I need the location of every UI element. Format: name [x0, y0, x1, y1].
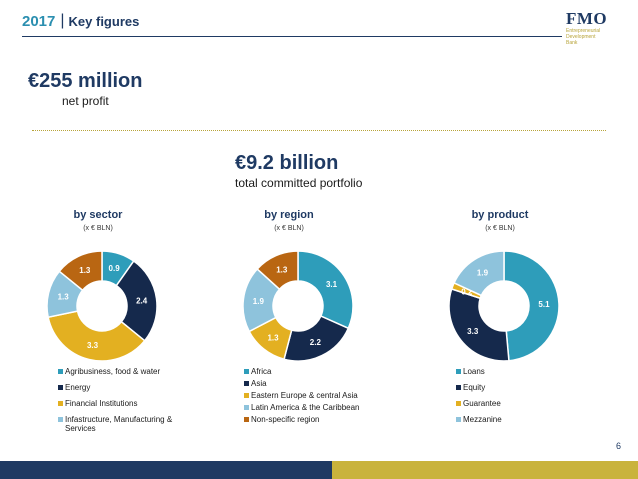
legend-item: Equity — [456, 383, 576, 392]
region-legend: Africa Asia Eastern Europe & central Asia L… — [244, 367, 394, 424]
donut-slice-3 — [47, 310, 146, 362]
legend-label: Eastern Europe & central Asia — [251, 391, 358, 400]
donut-slice-1 — [297, 250, 354, 330]
slice-value-label: 1.9 — [253, 297, 265, 306]
legend-item: Non-specific region — [244, 415, 394, 424]
legend-swatch — [58, 417, 63, 422]
legend-label: Financial Institutions — [65, 399, 138, 408]
legend-item: Africa — [244, 367, 394, 376]
region-chart-title: by region — [264, 209, 314, 221]
donut-slice-5 — [58, 250, 103, 292]
header-separator: | — [60, 12, 65, 29]
legend-label: Loans — [463, 367, 485, 376]
legend-item: Infastructure, Manufacturing & Services — [58, 415, 188, 433]
legend-swatch — [456, 369, 461, 374]
legend-label: Non-specific region — [251, 415, 320, 424]
fmo-logo: FMO Entrepreneurial Development Bank — [566, 10, 632, 66]
footer-bar-navy — [0, 461, 332, 479]
logo-wordmark: FMO — [566, 9, 608, 28]
legend-item: Eastern Europe & central Asia — [244, 391, 394, 400]
region-chart-unit: (x € BLN) — [274, 225, 304, 232]
legend-swatch — [456, 417, 461, 422]
legend-swatch — [244, 381, 249, 386]
sector-chart-unit: (x € BLN) — [83, 225, 113, 232]
slice-value-label: 5.1 — [538, 300, 550, 309]
sector-donut-chart: 0.9 2.4 3.3 1.3 1.3 — [46, 250, 158, 362]
page-number: 6 — [616, 441, 622, 451]
sector-legend: Agribusiness, food & water Energy Financia… — [58, 367, 188, 433]
portfolio-value: €9.2 billion — [235, 152, 339, 174]
legend-label: Africa — [251, 367, 272, 376]
legend-label: Equity — [463, 383, 486, 392]
slice-value-label: 1.3 — [58, 293, 70, 302]
portfolio-label: total committed portfolio — [235, 176, 363, 190]
donut-slice-2 — [115, 260, 158, 342]
logo-tagline-1: Entrepreneurial — [566, 28, 601, 34]
legend-item: Guarantee — [456, 399, 576, 408]
slice-value-label: 1.3 — [276, 265, 288, 274]
net-profit-label: net profit — [62, 94, 109, 108]
legend-label: Guarantee — [463, 399, 501, 408]
section-divider — [32, 130, 606, 131]
legend-swatch — [244, 417, 249, 422]
sector-chart-title: by sector — [73, 209, 123, 221]
slice-value-label: 3.1 — [326, 280, 338, 289]
product-chart-title: by product — [471, 209, 529, 221]
donut-slice-4 — [453, 250, 505, 297]
legend-item: Loans — [456, 367, 576, 376]
legend-label: Infastructure, Manufacturing & Services — [65, 415, 173, 433]
slice-value-label: 1.9 — [477, 268, 489, 277]
legend-item: Agribusiness, food & water — [58, 367, 188, 376]
donut-slice-2 — [448, 288, 510, 362]
product-donut-chart: 5.1 3.3 0.2 1.9 — [448, 250, 560, 362]
header-title: Key figures — [68, 13, 140, 29]
legend-swatch — [58, 369, 63, 374]
header-year: 2017 — [22, 12, 56, 30]
legend-label: Latin America & the Caribbean — [251, 403, 360, 412]
legend-swatch — [58, 385, 63, 390]
slice-value-label: 3.3 — [87, 341, 99, 350]
slice-value-label: 0.2 — [461, 287, 473, 296]
legend-swatch — [456, 385, 461, 390]
legend-item: Mezzanine — [456, 415, 576, 424]
legend-swatch — [244, 405, 249, 410]
slice-value-label: 1.3 — [79, 266, 91, 275]
slice-value-label: 3.3 — [467, 327, 479, 336]
legend-item: Financial Institutions — [58, 399, 188, 408]
slice-value-label: 2.4 — [136, 297, 148, 306]
legend-label: Agribusiness, food & water — [65, 367, 161, 376]
legend-label: Energy — [65, 383, 91, 392]
page-header: 2017 | Key figures — [22, 11, 139, 31]
product-chart-unit: (x € BLN) — [485, 225, 515, 232]
slice-value-label: 0.9 — [109, 264, 121, 273]
legend-swatch — [58, 401, 63, 406]
region-donut-chart: 3.1 2.2 1.3 1.9 1.3 — [242, 250, 354, 362]
legend-swatch — [244, 369, 249, 374]
donut-slice-1 — [503, 250, 560, 362]
legend-item: Asia — [244, 379, 394, 388]
legend-label: Mezzanine — [463, 415, 502, 424]
product-legend: Loans Equity Guarantee Mezzanine — [456, 367, 576, 424]
legend-swatch — [244, 393, 249, 398]
header-rule — [22, 36, 562, 37]
slice-value-label: 1.3 — [267, 333, 279, 342]
slice-value-label: 2.2 — [310, 338, 322, 347]
legend-swatch — [456, 401, 461, 406]
logo-tagline-3: Bank — [566, 40, 578, 46]
donut-slice-5 — [256, 250, 299, 291]
footer-bar-gold — [332, 461, 638, 479]
legend-item: Latin America & the Caribbean — [244, 403, 394, 412]
legend-label: Asia — [251, 379, 267, 388]
logo-tagline-2: Development — [566, 34, 596, 40]
legend-item: Energy — [58, 383, 188, 392]
net-profit-value: €255 million — [28, 70, 143, 92]
